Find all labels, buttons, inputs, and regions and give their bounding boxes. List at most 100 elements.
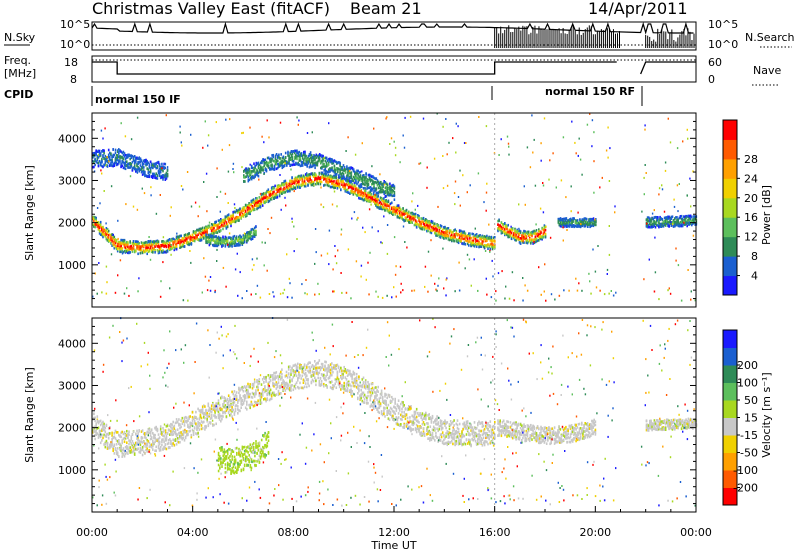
scatter-cell xyxy=(155,162,157,166)
scatter-cell xyxy=(110,235,112,238)
scatter-cell xyxy=(320,154,322,157)
scatter-cell xyxy=(359,185,361,189)
scatter-cell xyxy=(507,230,509,234)
scatter-cell xyxy=(333,168,336,172)
scatter-cell xyxy=(349,176,352,180)
scatter-cell xyxy=(653,222,656,225)
scatter-cell xyxy=(281,164,284,168)
scatter-cell xyxy=(231,240,233,244)
scatter-cell xyxy=(666,222,668,225)
scatter-cell xyxy=(320,203,322,206)
scatter-cell xyxy=(209,242,212,245)
scatter-cell xyxy=(455,122,457,125)
scatter-cell xyxy=(663,219,666,223)
scatter-cell xyxy=(312,175,315,178)
scatter-cell xyxy=(333,159,336,162)
scatter-cell xyxy=(118,159,120,162)
scatter-cell xyxy=(477,242,479,246)
scatter-cell xyxy=(242,236,245,239)
scatter-cell xyxy=(241,207,244,211)
scatter-cell xyxy=(242,213,245,216)
scatter-cell xyxy=(575,277,577,280)
scatter-cell xyxy=(196,228,198,232)
scatter-cell xyxy=(144,174,146,178)
scatter-cell xyxy=(232,210,234,214)
scatter-cell xyxy=(243,170,245,173)
scatter-cell xyxy=(98,153,101,156)
scatter-cell xyxy=(277,159,279,163)
scatter-cell xyxy=(218,219,221,222)
scatter-cell xyxy=(651,212,654,215)
scatter-cell xyxy=(192,239,195,242)
scatter-cell xyxy=(307,158,310,161)
scatter-cell xyxy=(293,178,296,181)
scatter-cell xyxy=(182,243,185,246)
scatter-cell xyxy=(216,248,218,251)
scatter-cell xyxy=(121,249,123,253)
scatter-cell xyxy=(312,156,314,159)
scatter-cell xyxy=(216,231,219,234)
scatter-cell xyxy=(301,157,304,160)
scatter-cell xyxy=(329,179,332,183)
scatter-cell xyxy=(347,173,349,177)
scatter-cell xyxy=(208,235,211,239)
scatter-cell xyxy=(457,196,460,198)
scatter-cell xyxy=(478,234,480,238)
scatter-cell xyxy=(540,159,542,162)
scatter-cell xyxy=(509,232,512,236)
scatter-cell xyxy=(347,171,349,175)
scatter-cell xyxy=(126,156,128,159)
scatter-cell xyxy=(183,239,186,242)
scatter-cell xyxy=(486,234,488,238)
scatter-cell xyxy=(429,222,432,225)
scatter-cell xyxy=(395,205,398,209)
scatter-cell xyxy=(286,186,289,189)
scatter-cell xyxy=(334,255,336,258)
scatter-cell xyxy=(479,234,481,237)
scatter-cell xyxy=(110,238,112,241)
scatter-cell xyxy=(332,268,334,271)
scatter-cell xyxy=(164,174,167,178)
scatter-cell xyxy=(298,174,300,178)
scatter-cell xyxy=(381,183,383,186)
scatter-cell xyxy=(543,231,546,234)
scatter-cell xyxy=(349,175,352,178)
scatter-cell xyxy=(93,165,95,169)
scatter-cell xyxy=(253,230,256,233)
scatter-cell xyxy=(441,230,444,233)
scatter-cell xyxy=(150,250,153,254)
scatter-cell xyxy=(321,160,323,163)
scatter-cell xyxy=(327,163,330,166)
scatter-cell xyxy=(336,179,339,182)
scatter-cell xyxy=(372,192,375,196)
scatter-cell xyxy=(318,159,321,163)
beam-label: Beam 21 xyxy=(350,0,422,18)
scatter-cell xyxy=(421,227,424,230)
scatter-cell xyxy=(277,188,280,192)
scatter-cell xyxy=(159,295,162,298)
scatter-cell xyxy=(669,216,671,220)
scatter-cell xyxy=(357,173,359,176)
scatter-cell xyxy=(127,164,129,167)
scatter-cell xyxy=(111,158,113,162)
scatter-cell xyxy=(207,226,210,229)
scatter-cell xyxy=(327,181,330,185)
scatter-cell xyxy=(681,217,684,221)
scatter-cell xyxy=(97,227,100,231)
scatter-cell xyxy=(105,222,107,225)
scatter-cell xyxy=(243,235,246,238)
scatter-cell xyxy=(123,155,126,158)
scatter-cell xyxy=(123,164,126,167)
scatter-cell xyxy=(222,224,224,228)
scatter-cell xyxy=(470,236,472,240)
scatter-cell xyxy=(266,198,268,201)
scatter-cell xyxy=(99,233,102,236)
scatter-cell xyxy=(232,213,234,217)
scatter-cell xyxy=(380,206,383,209)
scatter-cell xyxy=(481,242,484,245)
scatter-cell xyxy=(565,225,568,228)
scatter-cell xyxy=(233,217,236,221)
scatter-cell xyxy=(287,154,289,157)
scatter-cell xyxy=(263,173,265,175)
scatter-cell xyxy=(690,290,692,293)
